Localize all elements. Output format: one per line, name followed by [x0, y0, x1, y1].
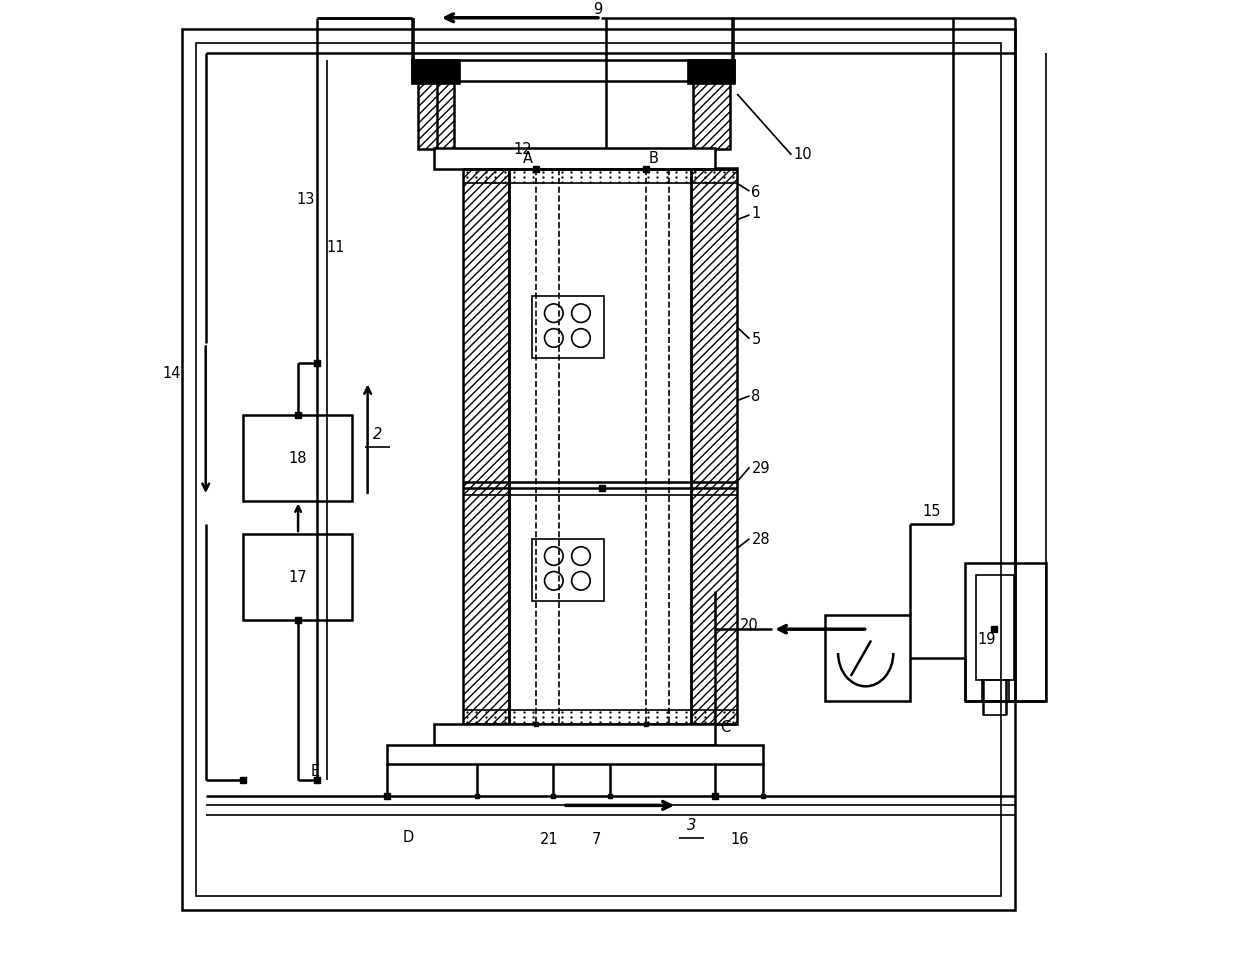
Text: E: E — [310, 762, 320, 778]
Bar — [688, 61, 735, 86]
Bar — [532, 296, 604, 358]
Text: 21: 21 — [539, 831, 559, 846]
Text: 29: 29 — [751, 460, 770, 476]
Text: 10: 10 — [794, 147, 812, 161]
Text: 7: 7 — [591, 831, 601, 846]
Bar — [692, 169, 737, 724]
Text: 15: 15 — [923, 503, 941, 518]
Bar — [965, 563, 1045, 700]
Text: 12: 12 — [513, 142, 532, 156]
Text: 5: 5 — [751, 332, 760, 347]
Text: 17: 17 — [289, 570, 308, 585]
Bar — [418, 82, 454, 150]
Bar — [196, 45, 1001, 896]
Bar — [982, 679, 1008, 700]
Bar — [413, 61, 460, 86]
Text: 11: 11 — [326, 239, 345, 254]
Text: A: A — [523, 152, 533, 166]
Bar — [434, 724, 715, 745]
Bar — [463, 169, 508, 724]
Bar — [693, 82, 729, 150]
Text: 13: 13 — [296, 192, 315, 207]
Text: 9: 9 — [593, 2, 603, 17]
Bar — [413, 61, 734, 82]
Bar — [976, 576, 1014, 679]
Bar — [243, 416, 352, 501]
Text: 14: 14 — [162, 365, 181, 380]
Text: 1: 1 — [751, 205, 760, 220]
Text: 28: 28 — [751, 532, 770, 547]
Text: B: B — [649, 152, 658, 166]
Text: C: C — [720, 720, 730, 734]
Text: 2: 2 — [372, 427, 382, 442]
Text: 20: 20 — [740, 618, 759, 632]
Text: 3: 3 — [687, 817, 696, 832]
Bar — [532, 539, 604, 601]
Bar — [825, 616, 910, 700]
Text: D: D — [403, 829, 414, 844]
Bar — [434, 149, 715, 170]
Text: 19: 19 — [977, 632, 996, 646]
Text: 18: 18 — [289, 451, 308, 466]
Bar — [182, 30, 1016, 910]
Bar — [387, 745, 763, 764]
Text: 8: 8 — [751, 389, 760, 404]
Text: 16: 16 — [730, 831, 749, 846]
Text: 6: 6 — [751, 184, 760, 199]
Bar — [243, 535, 352, 620]
